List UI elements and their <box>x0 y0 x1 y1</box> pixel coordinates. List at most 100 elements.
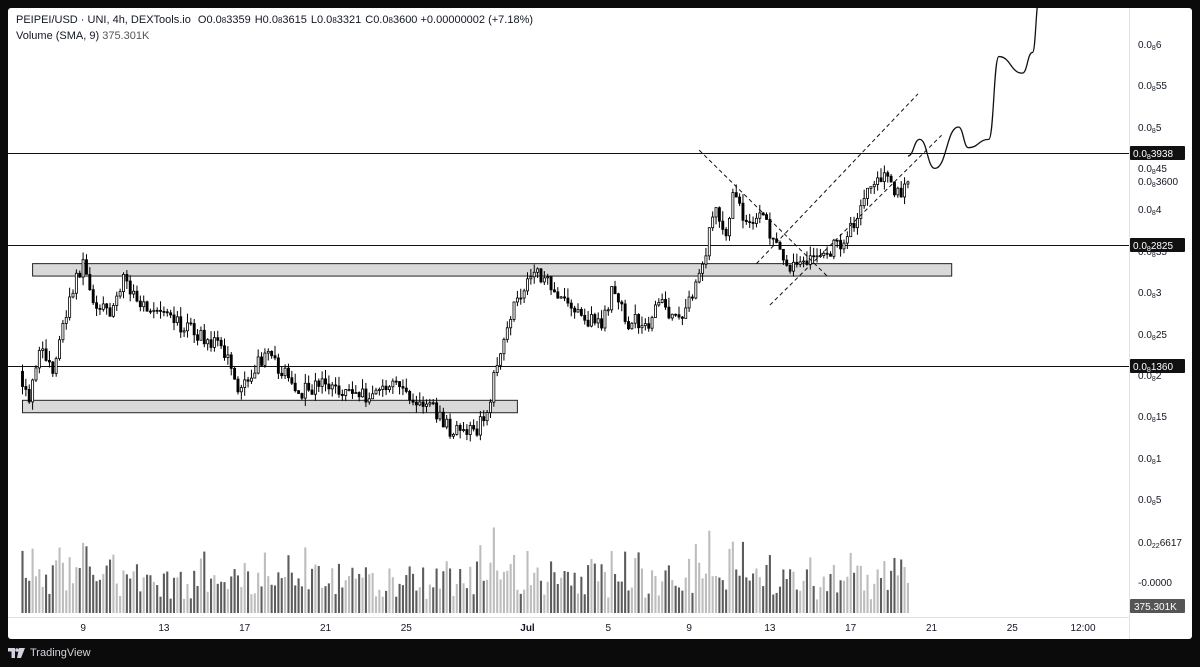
volume-legend[interactable]: Volume (SMA, 9) 375.301K <box>16 30 149 42</box>
candle-body <box>145 301 149 312</box>
candle-body <box>822 252 826 256</box>
last-price-label: 0.083600 <box>1138 177 1178 189</box>
candle-body <box>610 286 614 311</box>
volume-bar <box>449 568 452 613</box>
volume-bar <box>236 575 240 613</box>
volume-bar <box>156 585 159 613</box>
price-tick-label: 0.0825 <box>1138 330 1167 342</box>
volume-bar <box>802 580 805 613</box>
candle-body <box>209 339 213 348</box>
candle-body <box>71 292 75 298</box>
volume-bar <box>209 578 213 613</box>
volume-bar <box>863 590 866 613</box>
candle-body <box>307 382 311 391</box>
volume-bar <box>661 581 664 613</box>
volume-bar <box>31 548 34 613</box>
candle-body <box>593 314 597 324</box>
volume-bar <box>671 580 674 613</box>
candle-body <box>549 276 553 291</box>
candle-body <box>623 303 627 322</box>
candle-body <box>798 261 802 265</box>
tradingview-footer[interactable]: TradingView <box>8 645 91 661</box>
volume-bar <box>122 570 125 613</box>
volume-bar <box>263 552 266 613</box>
candle-body <box>866 187 869 199</box>
candle-body <box>670 313 674 319</box>
candle-body <box>539 268 543 283</box>
candle-body <box>704 255 708 265</box>
volume-bar <box>317 566 320 613</box>
volume-bar <box>78 568 81 613</box>
candle-body <box>78 272 82 278</box>
volume-bar <box>385 590 388 613</box>
volume-bar <box>799 590 802 613</box>
candle-body <box>509 319 513 329</box>
volume-bar <box>119 595 122 613</box>
symbol-legend[interactable]: PEIPEI/USD · UNI, 4h, DEXTools.io O0.083… <box>16 14 533 26</box>
candle-body <box>273 355 277 359</box>
candle-body <box>394 380 398 383</box>
volume-bar <box>768 555 771 613</box>
candle-body <box>196 334 200 341</box>
volume-bar <box>132 571 135 613</box>
candle-body <box>256 356 260 374</box>
price-tick-label: 0.0855 <box>1138 81 1167 93</box>
candle-body <box>701 263 705 274</box>
candle-body <box>425 403 428 407</box>
candle-body <box>199 329 203 341</box>
candle-body <box>357 392 361 398</box>
price-tick-label: 0.0845 <box>1138 164 1167 176</box>
candle-body <box>485 412 489 422</box>
candle-body <box>792 261 795 272</box>
candle-body <box>754 217 758 224</box>
candle-body <box>522 290 526 299</box>
candle-body <box>640 325 644 329</box>
candle-body <box>478 416 482 436</box>
candle-body <box>906 181 910 185</box>
support-zone-1 <box>22 399 518 414</box>
volume-bar <box>758 577 761 613</box>
volume-bar <box>630 587 633 613</box>
candle-body <box>845 236 849 244</box>
candle-body <box>58 339 61 360</box>
candle-body <box>741 202 745 221</box>
candle-body <box>287 367 290 379</box>
candle-body <box>734 192 738 198</box>
axes: 0.0860.08550.0850.08450.0840.08350.0830.… <box>8 8 1182 639</box>
volume-bar <box>637 552 640 613</box>
candle-body <box>186 322 189 332</box>
ohlc-values: O0.083359 H0.083615 L0.083321 C0.083600 <box>197 14 418 26</box>
volume-bar <box>334 593 337 613</box>
volume-bar <box>199 558 202 613</box>
candle-body <box>482 416 486 422</box>
candle-body <box>556 291 560 299</box>
candle-body <box>270 350 274 357</box>
volume-bar <box>129 578 132 613</box>
volume-bar <box>613 573 617 613</box>
volume-bar <box>778 586 782 613</box>
candle-body <box>374 389 378 395</box>
volume-bar <box>273 585 277 613</box>
candle-body <box>47 360 51 363</box>
candle-body <box>324 378 327 385</box>
chart-canvas[interactable]: 0.0860.08550.0850.08450.0840.08350.0830.… <box>8 8 1192 639</box>
volume-bar <box>624 551 627 613</box>
volume-bar <box>805 569 808 613</box>
candle-body <box>563 296 566 299</box>
price-candles <box>21 165 910 442</box>
candle-body <box>34 367 38 381</box>
volume-bar <box>75 567 78 613</box>
candle-body <box>260 356 263 366</box>
time-tick-label: 9 <box>80 623 86 634</box>
candle-body <box>795 261 799 265</box>
candle-body <box>371 393 375 400</box>
time-tick-label: 17 <box>845 623 857 634</box>
volume-bar <box>748 580 751 613</box>
candle-body <box>310 389 314 395</box>
volume-bar <box>364 567 367 613</box>
volume-bar <box>677 587 681 613</box>
volume-bar <box>58 547 61 613</box>
candle-body <box>98 307 102 310</box>
chart-panel[interactable]: 0.086 0.0855 0.085 0.0845 0.084 0.0835 0.083 0.… <box>8 8 1192 639</box>
candle-body <box>418 401 422 406</box>
